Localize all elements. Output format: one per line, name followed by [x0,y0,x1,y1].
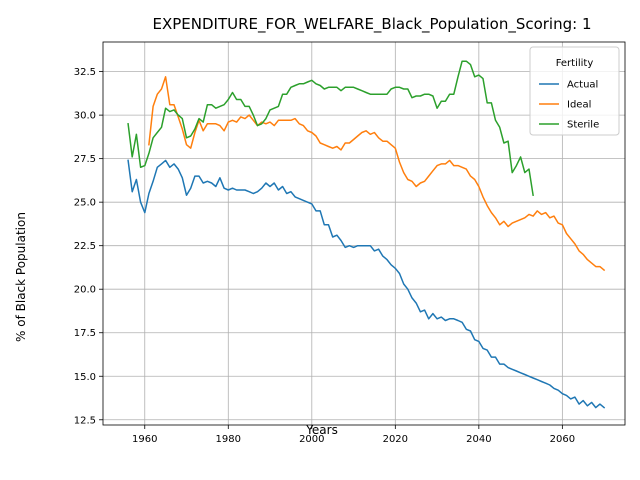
x-tick-label: 2060 [550,434,575,445]
y-axis-label: % of Black Population [14,212,28,342]
legend-label-actual: Actual [567,80,598,91]
series-lines [127,60,606,409]
x-axis-label: Years [305,423,338,437]
y-tick-label: 12.5 [74,415,96,426]
x-tick-label: 1960 [132,434,157,445]
legend-label-sterile: Sterile [567,120,599,131]
x-tick-label: 2020 [383,434,408,445]
y-tick-label: 30.0 [74,111,96,122]
y-axis: 12.5 15.0 17.5 20.0 22.5 25.0 27.5 30.0 32.5 [74,67,103,426]
legend-label-ideal: Ideal [567,100,591,111]
legend-title: Fertility [556,58,594,69]
x-axis: 1960 1980 2000 2020 2040 2060 [132,425,575,445]
legend-box [529,46,620,136]
series-line-ideal [148,76,606,272]
y-tick-label: 27.5 [74,154,96,165]
y-tick-label: 20.0 [74,285,96,296]
plot-frame [102,41,626,426]
y-tick-label: 17.5 [74,328,96,339]
y-tick-label: 32.5 [74,67,96,78]
y-tick-label: 25.0 [74,198,96,209]
series-line-actual [127,159,606,409]
y-tick-label: 15.0 [74,372,96,383]
x-tick-label: 1980 [216,434,241,445]
x-tick-label: 2000 [299,434,324,445]
chart-title: EXPENDITURE_FOR_WELFARE_Black_Population… [152,15,591,34]
y-tick-label: 22.5 [74,241,96,252]
legend: Fertility Actual Ideal Sterile [529,46,620,136]
x-tick-label: 2040 [466,434,491,445]
series-line-sterile [127,60,534,197]
